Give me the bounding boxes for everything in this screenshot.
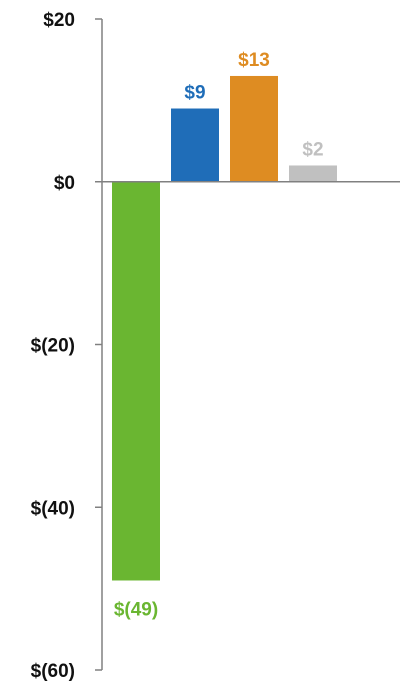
bar bbox=[171, 108, 219, 182]
data-label: $13 bbox=[238, 50, 270, 71]
data-label: $9 bbox=[184, 83, 205, 104]
y-tick-label: $(20) bbox=[31, 336, 75, 357]
y-tick-label: $(60) bbox=[31, 661, 75, 682]
bars bbox=[112, 75, 337, 581]
data-labels: $(49) $9 $13 $2 bbox=[114, 50, 324, 621]
y-tick-label: $0 bbox=[54, 173, 75, 194]
y-tick-label: $(40) bbox=[31, 498, 75, 519]
bar bbox=[112, 181, 160, 581]
y-tick-label: $20 bbox=[43, 10, 75, 31]
bar bbox=[289, 165, 337, 182]
y-axis: $20 $0 $(20) $(40) $(60) bbox=[31, 10, 103, 682]
bar bbox=[230, 75, 278, 182]
data-label: $(49) bbox=[114, 599, 158, 620]
data-label: $2 bbox=[302, 139, 323, 160]
